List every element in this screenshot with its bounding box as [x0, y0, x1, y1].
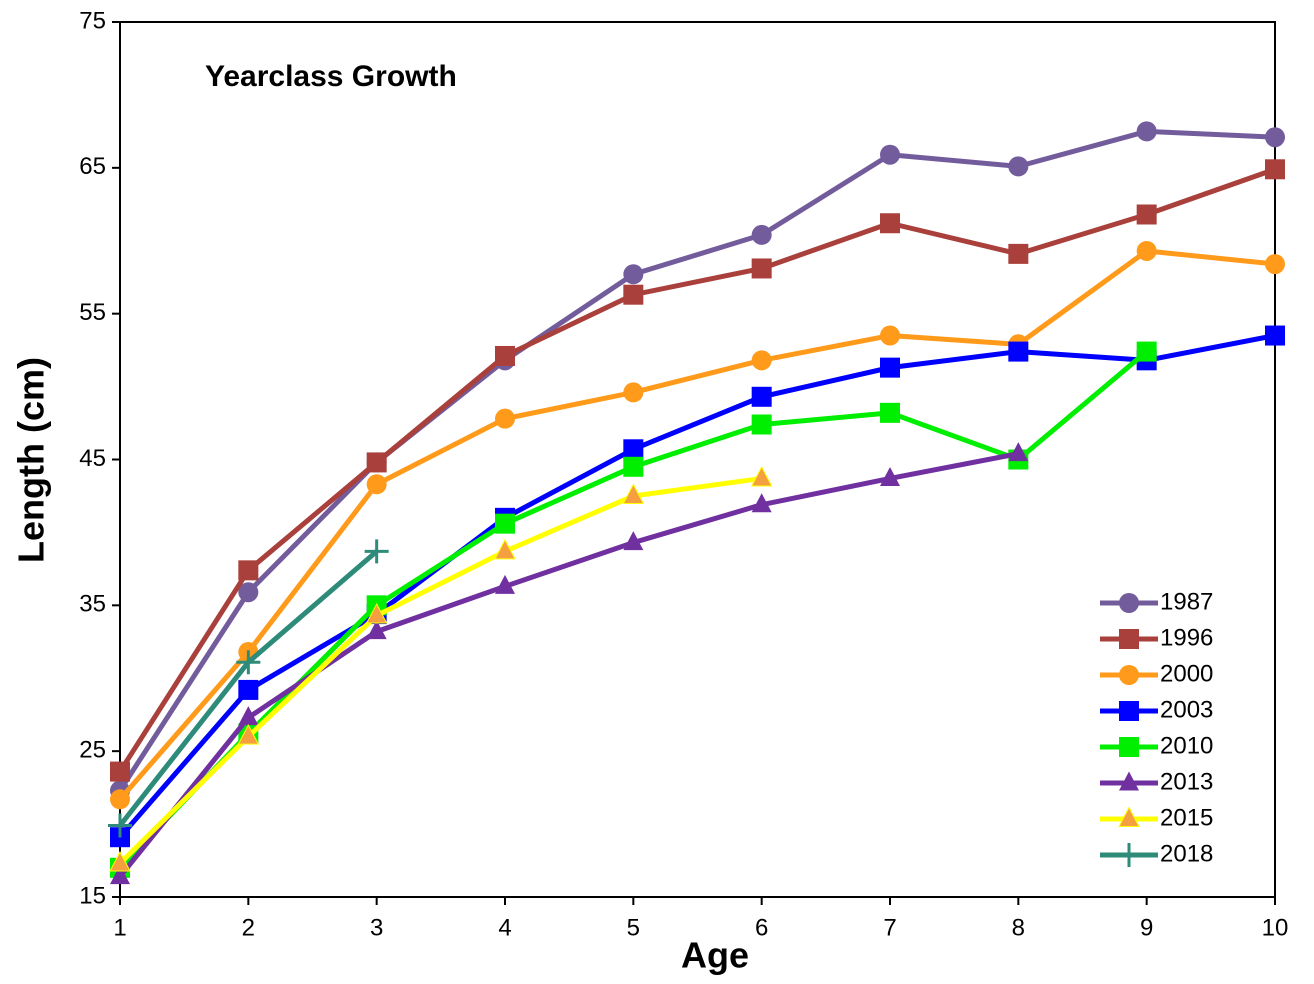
series-line: [118, 349, 1149, 870]
data-point: [1265, 127, 1285, 148]
legend-marker: [1119, 737, 1139, 757]
y-tick-label: 75: [79, 7, 106, 34]
legend-label: 1987: [1160, 588, 1213, 615]
x-tick-label: 5: [627, 914, 640, 941]
data-point: [238, 706, 259, 726]
series-line: [118, 451, 1019, 879]
data-point: [880, 213, 900, 234]
data-point: [880, 402, 900, 423]
legend-marker: [1118, 806, 1140, 827]
data-point: [1008, 243, 1029, 264]
data-point: [366, 474, 387, 495]
data-point: [495, 345, 515, 366]
data-point: [751, 414, 772, 435]
legend-label: 1996: [1160, 624, 1213, 651]
data-point: [623, 264, 644, 285]
x-tick-label: 4: [498, 914, 511, 941]
data-point: [880, 466, 900, 486]
y-tick-label: 15: [79, 882, 106, 909]
data-point: [366, 620, 387, 640]
data-point: [495, 408, 515, 429]
data-point: [1008, 341, 1029, 362]
data-point: [1265, 159, 1285, 180]
x-tick-label: 6: [755, 914, 768, 941]
data-point: [494, 538, 516, 560]
data-point: [110, 761, 130, 782]
data-point: [1008, 442, 1029, 462]
data-point: [238, 679, 259, 700]
data-point: [1136, 121, 1157, 142]
data-point: [238, 560, 259, 581]
data-point: [1265, 254, 1285, 275]
data-point: [365, 602, 388, 624]
x-tick-label: 7: [883, 914, 896, 941]
legend-marker: [1119, 629, 1139, 649]
data-point: [623, 382, 644, 403]
data-point: [750, 465, 773, 487]
data-point: [237, 724, 260, 745]
x-tick-label: 10: [1262, 914, 1289, 941]
data-point: [751, 493, 772, 513]
plot-frame: [119, 21, 1276, 898]
y-tick-label: 65: [79, 153, 106, 180]
y-tick-label: 25: [79, 737, 106, 764]
y-tick-label: 45: [79, 445, 106, 472]
data-point: [236, 650, 261, 675]
legend-marker: [1119, 701, 1139, 721]
y-tick-label: 35: [79, 591, 106, 618]
data-point: [751, 258, 772, 279]
y-axis-title: Length (cm): [11, 357, 52, 563]
x-tick-label: 2: [242, 914, 255, 941]
data-point: [623, 531, 644, 551]
chart-title: Yearclass Growth: [205, 60, 457, 93]
data-point: [880, 357, 900, 378]
data-point: [364, 539, 389, 564]
data-point: [495, 574, 515, 594]
data-point: [1136, 240, 1157, 261]
legend-label: 2015: [1160, 804, 1213, 831]
legend-marker: [1119, 771, 1139, 791]
data-point: [110, 789, 130, 810]
data-point: [108, 813, 132, 838]
legend-marker: [1119, 665, 1139, 685]
data-point: [622, 483, 645, 504]
data-point: [751, 350, 772, 371]
data-point: [623, 284, 644, 305]
series-line: [118, 333, 1276, 839]
data-point: [1008, 156, 1029, 177]
data-point: [751, 386, 772, 407]
x-tick-label: 9: [1140, 914, 1153, 941]
legend-marker: [1119, 593, 1139, 613]
legend-marker: [1117, 843, 1141, 867]
legend-label: 2000: [1160, 660, 1213, 687]
data-point: [623, 439, 644, 460]
data-point: [238, 582, 259, 603]
data-point: [1265, 325, 1285, 346]
series-line: [118, 475, 763, 866]
data-point: [1136, 341, 1157, 362]
legend-label: 2018: [1160, 840, 1213, 867]
data-point: [495, 513, 515, 534]
x-axis-title: Age: [681, 935, 749, 976]
data-point: [880, 144, 900, 165]
data-point: [623, 456, 644, 477]
data-point: [1136, 204, 1157, 225]
series-line: [117, 166, 1276, 773]
data-point: [366, 452, 387, 473]
legend-label: 2013: [1160, 768, 1213, 795]
data-point: [880, 325, 900, 346]
y-tick-label: 55: [79, 299, 106, 326]
series-line: [117, 128, 1276, 792]
data-point: [109, 850, 131, 872]
x-tick-label: 3: [370, 914, 383, 941]
data-point: [751, 224, 772, 245]
data-point: [110, 865, 130, 885]
series-line: [118, 248, 1276, 801]
x-tick-label: 8: [1012, 914, 1025, 941]
legend-label: 2003: [1160, 696, 1213, 723]
x-tick-label: 1: [113, 914, 126, 941]
legend-label: 2010: [1160, 732, 1213, 759]
